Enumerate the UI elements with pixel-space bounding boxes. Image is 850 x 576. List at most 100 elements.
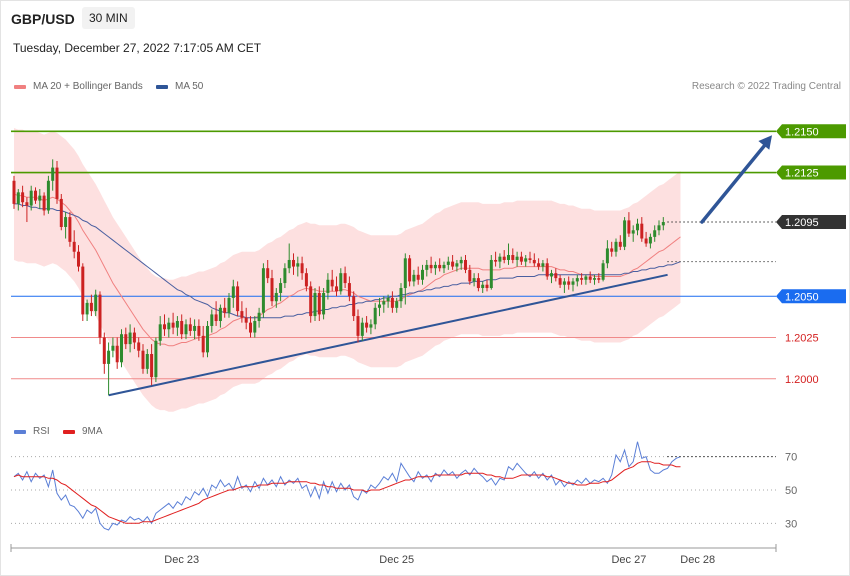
- candle-body: [34, 190, 37, 201]
- x-tick-label-0: Dec 23: [164, 554, 199, 566]
- projection-arrow-head: [758, 135, 772, 150]
- candle-body: [618, 241, 622, 247]
- candle-body: [580, 278, 584, 280]
- candles-group: [12, 159, 665, 396]
- candle-body: [223, 307, 227, 313]
- candle-body: [51, 167, 55, 181]
- candle-body: [537, 263, 541, 267]
- candle-body: [438, 264, 442, 269]
- candle-body: [403, 258, 407, 289]
- candle-body: [339, 273, 343, 292]
- candle-body: [575, 278, 579, 282]
- candle-body: [89, 302, 93, 312]
- candle-body: [558, 278, 562, 285]
- projection-arrow-shaft: [700, 139, 770, 224]
- candle-body: [322, 292, 326, 315]
- candle-body: [279, 283, 283, 293]
- timestamp: Tuesday, December 27, 2022 7:17:05 AM CE…: [13, 41, 262, 55]
- candle-body: [610, 248, 614, 252]
- candle-body: [476, 278, 480, 289]
- candle-body: [253, 321, 257, 333]
- candle-body: [193, 325, 197, 331]
- candle-body: [227, 297, 231, 313]
- candle-body: [343, 273, 347, 284]
- rsi-tick-label-2: 30: [785, 518, 797, 530]
- rsi-tick-label-1: 50: [785, 485, 797, 497]
- candle-body: [335, 286, 338, 292]
- ascending-trendline: [108, 273, 668, 397]
- timeframe-button[interactable]: 30 MIN: [82, 7, 135, 29]
- candle-body: [412, 274, 416, 282]
- candle-body: [528, 258, 532, 260]
- candle-body: [464, 259, 467, 270]
- candle-body: [408, 258, 412, 282]
- rsi-line: [13, 441, 681, 531]
- candle-body: [330, 279, 334, 287]
- candle-body: [657, 225, 661, 231]
- candle-body: [55, 167, 59, 199]
- candle-body: [163, 324, 166, 330]
- candle-body: [390, 297, 394, 308]
- candle-body: [468, 269, 472, 282]
- candle-body: [489, 259, 493, 289]
- candle-body: [107, 350, 111, 364]
- ma50-line: [14, 203, 681, 319]
- candle-body: [210, 314, 214, 326]
- candle-body: [636, 223, 639, 231]
- candle-body: [365, 322, 369, 328]
- x-tick-label-3: Dec 28: [680, 554, 715, 566]
- candle-body: [356, 316, 360, 336]
- candle-body: [201, 335, 205, 353]
- candle-body: [481, 284, 485, 289]
- candle-body: [532, 259, 536, 264]
- legend-ma50: MA 50: [156, 81, 203, 92]
- candle-body: [584, 276, 588, 280]
- candle-body: [184, 324, 188, 335]
- candle-body: [378, 304, 381, 308]
- candle-body: [326, 279, 330, 293]
- ma20-line: [13, 193, 681, 347]
- candle-body: [433, 264, 437, 269]
- candle-body: [85, 302, 89, 315]
- candle-body: [167, 322, 171, 330]
- candle-body: [446, 261, 450, 265]
- candle-body: [369, 324, 373, 328]
- level-tag-2: [776, 289, 846, 304]
- level-label-4: 1.2000: [785, 374, 819, 386]
- candle-body: [150, 354, 154, 378]
- bollinger-band-area: [14, 128, 681, 412]
- candle-body: [300, 263, 304, 274]
- rsi-tick-label-0: 70: [785, 452, 797, 464]
- level-tag-1: [776, 165, 846, 180]
- candle-body: [206, 325, 209, 353]
- candle-body: [124, 334, 128, 345]
- candle-body: [137, 342, 141, 351]
- candle-body: [399, 288, 403, 302]
- candle-body: [16, 192, 20, 204]
- candle-body: [64, 217, 68, 227]
- candle-body: [68, 217, 72, 242]
- candle-body: [72, 241, 76, 252]
- rsi-ma-line: [13, 461, 681, 524]
- candle-body: [188, 324, 192, 331]
- candle-body: [386, 297, 390, 302]
- candle-body: [158, 324, 162, 341]
- candle-body: [554, 273, 558, 279]
- candle-body: [287, 259, 291, 269]
- candle-body: [231, 286, 235, 298]
- rsi-ma-legend-label: 9MA: [82, 426, 103, 437]
- candle-body: [472, 278, 476, 282]
- candle-body: [180, 321, 184, 335]
- current-price-tag: [776, 215, 846, 230]
- level-label-0: 1.2150: [785, 126, 819, 138]
- candle-body: [244, 317, 248, 323]
- candle-body: [283, 268, 287, 284]
- candle-body: [240, 311, 244, 318]
- candle-body: [648, 236, 652, 244]
- candle-body: [313, 292, 317, 317]
- candle-body: [38, 195, 42, 201]
- candle-body: [597, 278, 601, 280]
- candle-body: [261, 268, 265, 313]
- ma50-legend-label: MA 50: [175, 81, 204, 92]
